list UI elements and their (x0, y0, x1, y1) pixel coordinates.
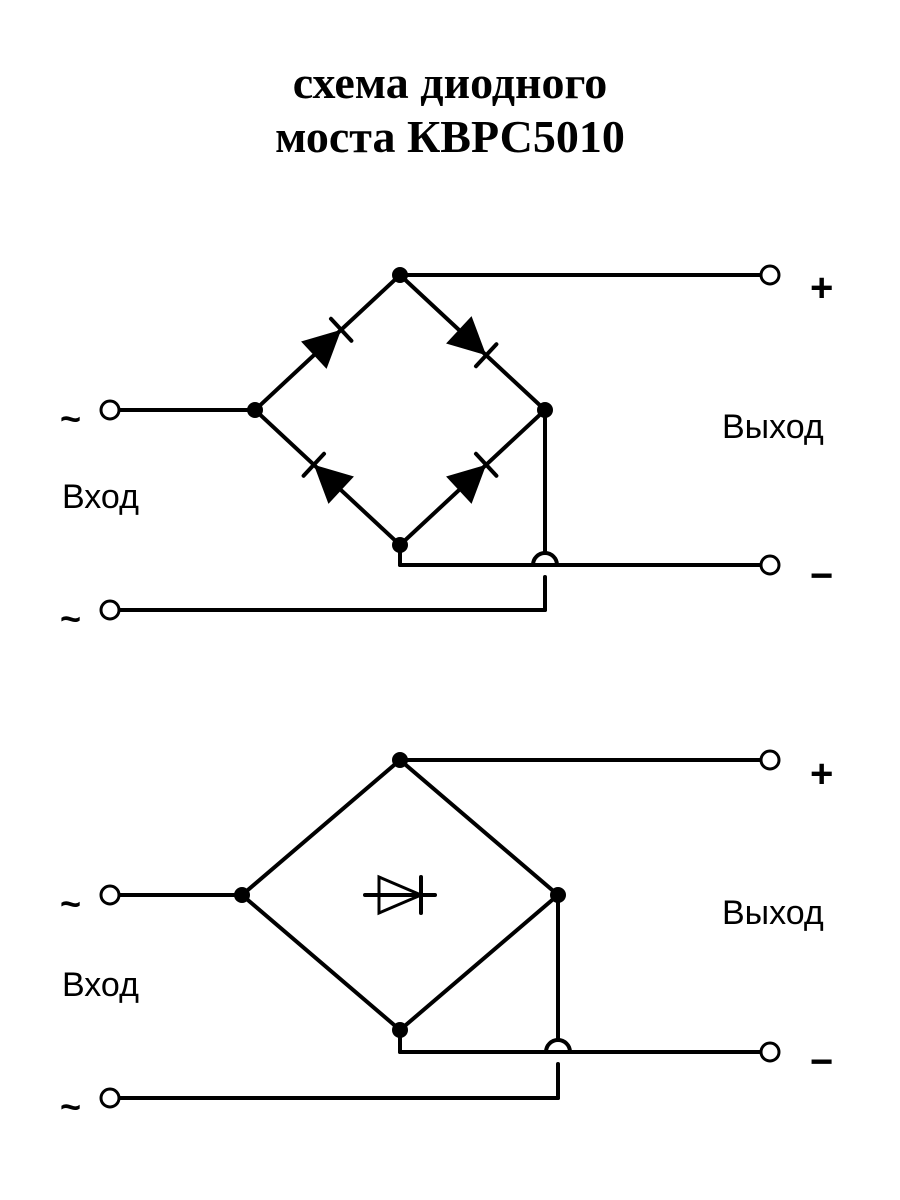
label-input-2: Вход (62, 966, 139, 1005)
label-minus-2: − (810, 1040, 833, 1085)
label-input-1: Вход (62, 478, 139, 517)
label-plus-1: + (810, 266, 833, 311)
label-output-2: Выход (722, 894, 824, 933)
label-plus-2: + (810, 752, 833, 797)
label-tilde-ac1-2: ~ (60, 883, 81, 925)
page: схема диодного моста КВРС5010 Вход Выход… (0, 0, 900, 1200)
label-tilde-ac2-2: ~ (60, 1086, 81, 1128)
label-tilde-ac1-1: ~ (60, 398, 81, 440)
schematic-svg (0, 0, 900, 1200)
title-line1: схема диодного (0, 56, 900, 109)
title-line2: моста КВРС5010 (0, 110, 900, 163)
label-minus-1: − (810, 554, 833, 599)
label-tilde-ac2-1: ~ (60, 598, 81, 640)
label-output-1: Выход (722, 408, 824, 447)
